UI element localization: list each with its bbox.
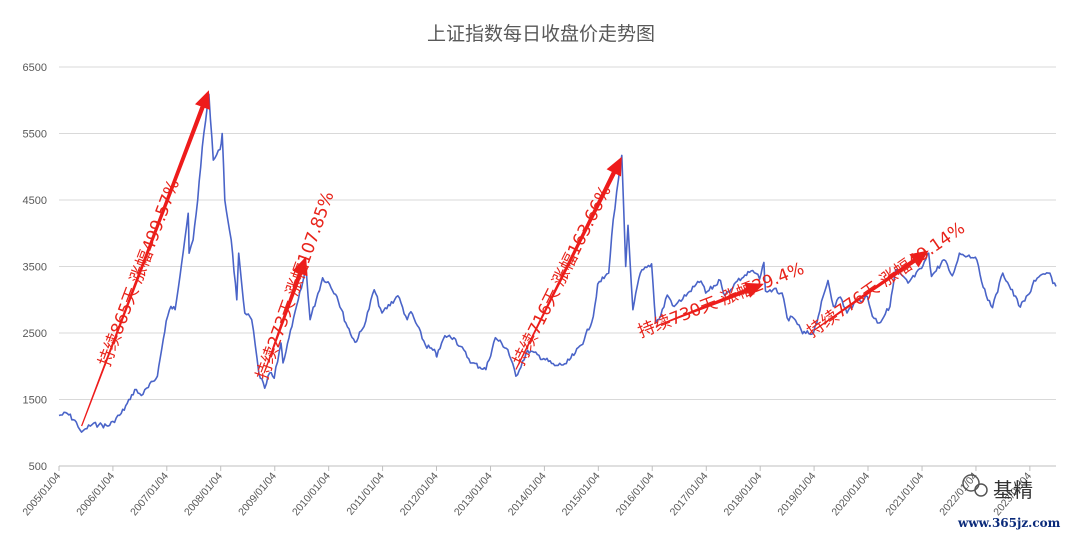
x-tick-label: 2020/01/04 — [829, 470, 872, 518]
annotation-arrow — [515, 156, 622, 370]
watermark-url: www.365jz.com — [957, 516, 1061, 530]
x-tick-label: 2007/01/04 — [128, 470, 171, 518]
annotation-arrow — [813, 250, 929, 331]
x-tick-label: 2012/01/04 — [398, 470, 441, 518]
x-tick-label: 2009/01/04 — [236, 470, 279, 518]
y-tick-label: 2500 — [23, 328, 47, 340]
x-tick-label: 2017/01/04 — [668, 470, 711, 518]
watermark-brand: 基精 — [993, 478, 1033, 502]
x-axis-ticks: 2005/01/04 2006/01/04 2007/01/04 2008/01/04… — [20, 466, 1034, 518]
y-axis-ticks: 500 1500 2500 3500 4500 5500 6500 — [23, 62, 47, 473]
x-tick-label: 2019/01/04 — [775, 470, 818, 518]
y-tick-label: 6500 — [23, 62, 47, 74]
annotation-label: 持续273天 涨幅107.85% — [253, 189, 339, 383]
annotation-label: 持续716天 涨幅163.66% — [509, 182, 615, 369]
y-tick-label: 4500 — [23, 195, 47, 207]
wechat-icon — [962, 474, 988, 497]
x-tick-label: 2014/01/04 — [506, 470, 549, 518]
watermark: 基精 www.365jz.com — [957, 474, 1061, 530]
x-tick-label: 2010/01/04 — [290, 470, 333, 518]
x-tick-label: 2006/01/04 — [74, 470, 117, 518]
series-line — [58, 93, 1057, 433]
x-tick-label: 2016/01/04 — [614, 470, 657, 518]
x-tick-label: 2015/01/04 — [560, 470, 603, 518]
annotation-arrow — [655, 282, 764, 327]
series-layer — [58, 93, 1057, 433]
y-tick-label: 5500 — [23, 129, 47, 141]
chart-title: 上证指数每日收盘价走势图 — [427, 23, 655, 45]
x-tick-label: 2021/01/04 — [883, 470, 926, 518]
annotation-label: 持续730天 涨幅29.4% — [635, 259, 807, 342]
x-tick-label: 2008/01/04 — [182, 470, 225, 518]
x-tick-label: 2013/01/04 — [452, 470, 495, 518]
x-tick-label: 2005/01/04 — [20, 470, 63, 518]
x-tick-label: 2018/01/04 — [722, 470, 765, 518]
annotation-arrow — [264, 256, 308, 372]
y-tick-label: 3500 — [23, 262, 47, 274]
annotation-label: 持续865天 涨幅499.57% — [95, 177, 184, 370]
annotation-layer: 持续865天 涨幅499.57% 持续273天 涨幅107.85% 持续716天 涨… — [81, 90, 969, 427]
y-tick-label: 1500 — [23, 395, 47, 407]
y-tick-label: 500 — [29, 461, 47, 473]
x-tick-label: 2011/01/04 — [344, 470, 387, 517]
annotation-arrow — [81, 90, 210, 427]
x-tick-label: 2022/01/04 — [937, 470, 980, 518]
